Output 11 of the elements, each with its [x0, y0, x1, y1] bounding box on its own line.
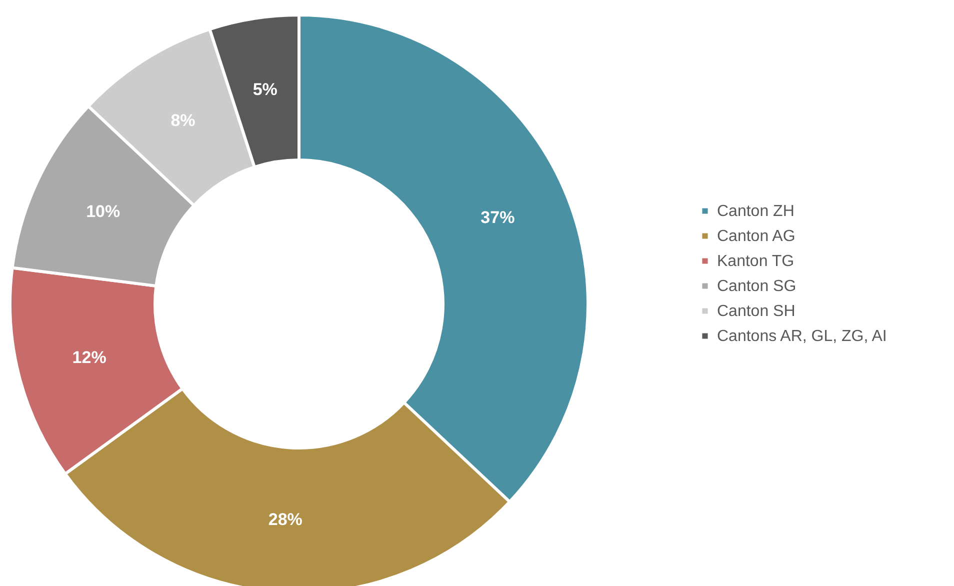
legend-label: Cantons AR, GL, ZG, AI — [717, 328, 887, 345]
data-label: 12% — [72, 348, 106, 367]
legend-label: Kanton TG — [717, 253, 794, 270]
data-label: 37% — [480, 208, 515, 228]
data-label: 28% — [268, 510, 302, 530]
data-label: 5% — [252, 80, 278, 100]
data-label: 10% — [86, 202, 120, 221]
legend-label: Canton SG — [717, 278, 796, 295]
legend-label: Canton ZH — [717, 203, 794, 220]
legend-label: Canton AG — [717, 228, 796, 245]
legend-label: Canton SH — [717, 303, 796, 320]
